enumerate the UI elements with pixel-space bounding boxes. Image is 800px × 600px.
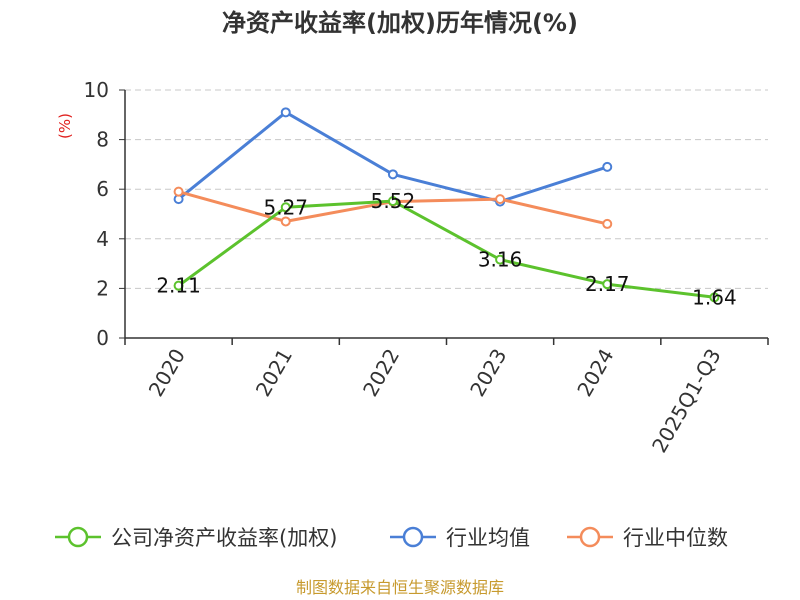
legend-label: 公司净资产收益率(加权) — [111, 526, 337, 550]
legend: 公司净资产收益率(加权) 行业均值 行业中位数 — [55, 526, 728, 550]
data-label: 5.52 — [371, 189, 416, 213]
y-tick-label: 6 — [96, 177, 109, 201]
chart-title: 净资产收益率(加权)历年情况(%) — [222, 9, 578, 37]
series-point-0 — [280, 202, 291, 213]
legend-marker — [402, 526, 424, 548]
x-tick-label: 2020 — [144, 345, 190, 401]
series-point-0 — [709, 292, 720, 303]
data-label: 1.64 — [692, 285, 737, 309]
series-point-1 — [280, 107, 291, 118]
y-tick-label: 0 — [96, 326, 109, 350]
series-point-2 — [602, 218, 613, 229]
series-point-1 — [387, 169, 398, 180]
legend-item-2[interactable]: 行业中位数 — [567, 526, 728, 550]
series-line-0 — [177, 199, 716, 299]
series-point-0 — [173, 280, 184, 291]
data-labels: 2.11 5.27 5.52 3.16 2.17 1.64 — [156, 189, 736, 309]
data-series — [173, 107, 720, 303]
source-footnote: 制图数据来自恒生聚源数据库 — [296, 578, 504, 597]
legend-label: 行业中位数 — [623, 526, 728, 550]
y-tick-label: 4 — [96, 227, 109, 251]
legend-marker — [579, 526, 601, 548]
axes: 0 2 4 6 8 10 2020 2021 2022 2023 2024 2025Q1-Q3 — [84, 78, 769, 457]
data-label: 3.16 — [478, 248, 523, 272]
series-point-0 — [387, 196, 398, 207]
series-point-2 — [495, 194, 506, 205]
x-tick-label: 2023 — [465, 345, 511, 401]
y-axis-label: (%) — [56, 113, 74, 139]
legend-marker — [67, 526, 89, 548]
y-tick-label: 8 — [96, 128, 109, 152]
legend-item-0[interactable]: 公司净资产收益率(加权) — [55, 526, 337, 550]
x-tick-label: 2021 — [251, 345, 297, 401]
data-label: 5.27 — [263, 195, 308, 219]
series-point-2 — [173, 186, 184, 197]
data-label: 2.11 — [156, 274, 201, 298]
x-tick-label: 2024 — [572, 345, 618, 401]
x-tick-label: 2022 — [358, 345, 404, 401]
legend-item-1[interactable]: 行业均值 — [390, 526, 530, 550]
x-tick-label: 2025Q1-Q3 — [647, 345, 726, 457]
series-point-0 — [602, 279, 613, 290]
series-point-0 — [495, 254, 506, 265]
series-point-1 — [602, 161, 613, 172]
series-point-2 — [280, 216, 291, 227]
legend-label: 行业均值 — [446, 526, 530, 550]
y-tick-label: 10 — [84, 78, 109, 102]
data-label: 2.17 — [585, 272, 630, 296]
y-tick-label: 2 — [96, 276, 109, 300]
